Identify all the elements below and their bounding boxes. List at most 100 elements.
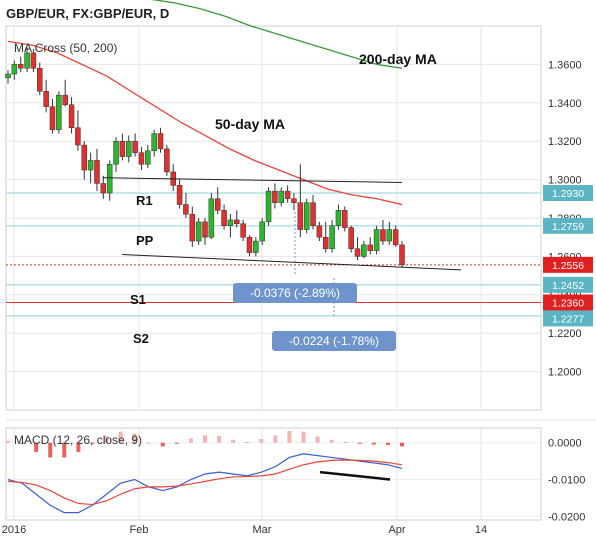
candle-body[interactable]: [392, 229, 399, 246]
candle-body[interactable]: [208, 198, 215, 238]
candle-body[interactable]: [11, 64, 18, 75]
signal-line[interactable]: [7, 459, 403, 506]
candle-body[interactable]: [62, 94, 68, 105]
candle-body[interactable]: [189, 213, 196, 242]
support-trendline[interactable]: [122, 253, 462, 271]
candle-body[interactable]: [354, 248, 361, 257]
candle-body[interactable]: [329, 225, 335, 249]
candle-body[interactable]: [56, 94, 62, 130]
candle-body[interactable]: [361, 244, 367, 257]
candle-body[interactable]: [113, 140, 119, 165]
candle-body[interactable]: [75, 127, 81, 146]
measure-1-text: -0.0376 (-2.89%): [250, 286, 340, 300]
candle-body[interactable]: [68, 104, 75, 129]
candle-body[interactable]: [87, 160, 94, 171]
candle-body[interactable]: [342, 210, 348, 228]
macd-histogram-bar: [6, 440, 10, 443]
candle-body[interactable]: [132, 140, 138, 153]
x-tick-label: Mar: [253, 524, 272, 536]
candle-body[interactable]: [227, 219, 234, 226]
candle-body[interactable]: [291, 198, 297, 203]
s2-label: S2: [133, 331, 149, 346]
low-price-tag[interactable]: [543, 310, 593, 327]
candle-body[interactable]: [253, 240, 259, 253]
candle-body[interactable]: [259, 221, 265, 242]
x-tick-label: 2016: [2, 524, 26, 536]
measure-box-1[interactable]: -0.0376 (-2.89%): [233, 212, 357, 303]
pp-label: PP: [136, 233, 154, 248]
candle-body[interactable]: [164, 148, 170, 173]
candle-body[interactable]: [119, 140, 126, 157]
candle-body[interactable]: [37, 67, 43, 92]
candle-body[interactable]: [373, 229, 380, 251]
last-price-tag[interactable]: [543, 256, 593, 273]
candle-body[interactable]: [195, 221, 202, 242]
resistance-trendline[interactable]: [102, 177, 403, 183]
macd-line[interactable]: [7, 453, 403, 514]
candle-body[interactable]: [24, 52, 30, 69]
grid-lines: [5, 25, 596, 521]
candle-body[interactable]: [5, 73, 11, 79]
r1-price-tag[interactable]: [543, 185, 593, 202]
candle-body[interactable]: [240, 223, 246, 238]
macd-series: 0.0000 -0.0100 -0.0200: [6, 430, 585, 523]
candle-body[interactable]: [303, 202, 310, 230]
candle-body[interactable]: [367, 244, 373, 251]
candle-body[interactable]: [272, 190, 278, 203]
candle-body[interactable]: [81, 144, 88, 171]
candle-body[interactable]: [100, 183, 107, 194]
candle-body[interactable]: [151, 133, 157, 152]
candle-body[interactable]: [49, 106, 56, 130]
s2-price-tag[interactable]: [543, 294, 593, 311]
candle-body[interactable]: [310, 202, 316, 226]
s2-price-tag-text: 1.2360: [552, 297, 584, 309]
macd-histogram-bar: [301, 431, 306, 443]
ma200-line[interactable]: [150, 0, 403, 69]
candle-body[interactable]: [297, 202, 304, 230]
macd-histogram-bar: [160, 442, 165, 447]
candle-body[interactable]: [234, 219, 240, 225]
measure-box-2[interactable]: -0.0224 (-1.78%): [272, 278, 396, 351]
candle-body[interactable]: [265, 190, 272, 223]
candle-body[interactable]: [335, 210, 342, 226]
macd-histogram-bar: [217, 436, 222, 443]
candle-body[interactable]: [214, 198, 221, 211]
candle-body[interactable]: [145, 150, 151, 165]
price-axis[interactable]: 1.20001.22001.24001.26001.28001.30001.32…: [541, 26, 593, 520]
candle-body[interactable]: [138, 152, 145, 165]
candle-body[interactable]: [386, 229, 393, 242]
candle-body[interactable]: [157, 133, 164, 150]
candle-body[interactable]: [17, 64, 24, 69]
candle-body[interactable]: [221, 210, 227, 226]
candle-body[interactable]: [30, 52, 37, 69]
macd-divergence-line[interactable]: [319, 470, 391, 481]
candle-body[interactable]: [348, 227, 354, 249]
candle-body[interactable]: [183, 204, 189, 215]
ma-cross-label[interactable]: MA Cross (50, 200): [14, 41, 117, 55]
candle-body[interactable]: [125, 140, 132, 157]
candle-body[interactable]: [94, 160, 100, 184]
y-tick-label: 1.2200: [548, 328, 582, 340]
last-price-tag-text: 1.2556: [552, 260, 584, 272]
candle-body[interactable]: [399, 244, 405, 266]
candle-body[interactable]: [202, 221, 208, 238]
ma50-line[interactable]: [7, 40, 403, 206]
candle-body[interactable]: [380, 229, 386, 242]
s1-price-tag[interactable]: [543, 276, 593, 293]
candle-body[interactable]: [278, 190, 285, 203]
y-tick-label: 1.3600: [548, 59, 582, 71]
macd-histogram-bar: [90, 442, 95, 444]
macd-histogram-bar: [329, 439, 334, 443]
candle-body[interactable]: [322, 236, 329, 249]
macd-histogram-bar: [132, 433, 137, 443]
candle-body[interactable]: [43, 91, 49, 107]
candle-body[interactable]: [106, 163, 113, 194]
candle-body[interactable]: [246, 236, 253, 253]
time-axis[interactable]: 2016 Feb Mar Apr 14: [2, 524, 487, 536]
candle-body[interactable]: [316, 225, 323, 238]
pp-price-tag[interactable]: [543, 217, 593, 234]
candle-body[interactable]: [176, 185, 183, 205]
candle-body[interactable]: [284, 190, 291, 200]
macd-label[interactable]: MACD (12, 26, close, 9): [14, 433, 142, 447]
